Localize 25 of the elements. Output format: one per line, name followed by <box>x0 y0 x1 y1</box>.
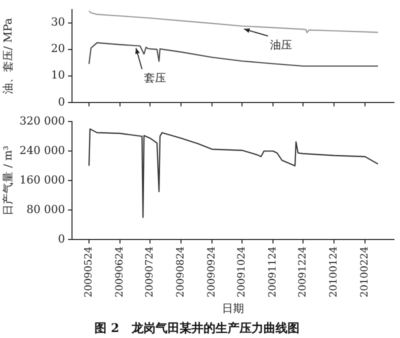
x-tick-label: 20090824 <box>176 246 187 298</box>
y-tick-label: 240 000 <box>20 144 65 157</box>
y-axis-title: 油、套压/ MPa <box>1 18 14 94</box>
x-tick-label: 20090724 <box>144 246 156 298</box>
y-tick-label: 0 <box>58 95 65 108</box>
x-tick-label: 20100224 <box>360 246 371 298</box>
annotation: 油压 <box>270 38 292 52</box>
x-tick-label: 20091124 <box>268 246 279 298</box>
x-tick-label: 20100124 <box>328 246 340 298</box>
x-axis-title: 日期 <box>222 302 244 315</box>
x-tick-label: 20090524 <box>84 246 95 298</box>
x-tick-label: 20090924 <box>206 246 218 298</box>
text: 图 2 龙岗气田某井的生产压力曲线图 <box>94 320 300 335</box>
y-axis-title: 日产气量 / m³ <box>1 146 14 216</box>
y-tick-label: 160 000 <box>20 173 65 186</box>
x-tick-label: 20090624 <box>114 246 126 298</box>
annotation: 套压 <box>144 71 166 84</box>
x-tick-label: 20091224 <box>298 246 309 298</box>
y-tick-label: 20 <box>51 42 65 56</box>
y-tick-label: 0 <box>58 232 65 246</box>
x-tick-label: 20091024 <box>236 246 248 298</box>
y-tick-label: 320 000 <box>20 114 65 128</box>
y-tick-label: 30 <box>51 16 65 29</box>
y-tick-label: 80 000 <box>26 202 65 216</box>
y-tick-label: 10 <box>51 68 65 82</box>
